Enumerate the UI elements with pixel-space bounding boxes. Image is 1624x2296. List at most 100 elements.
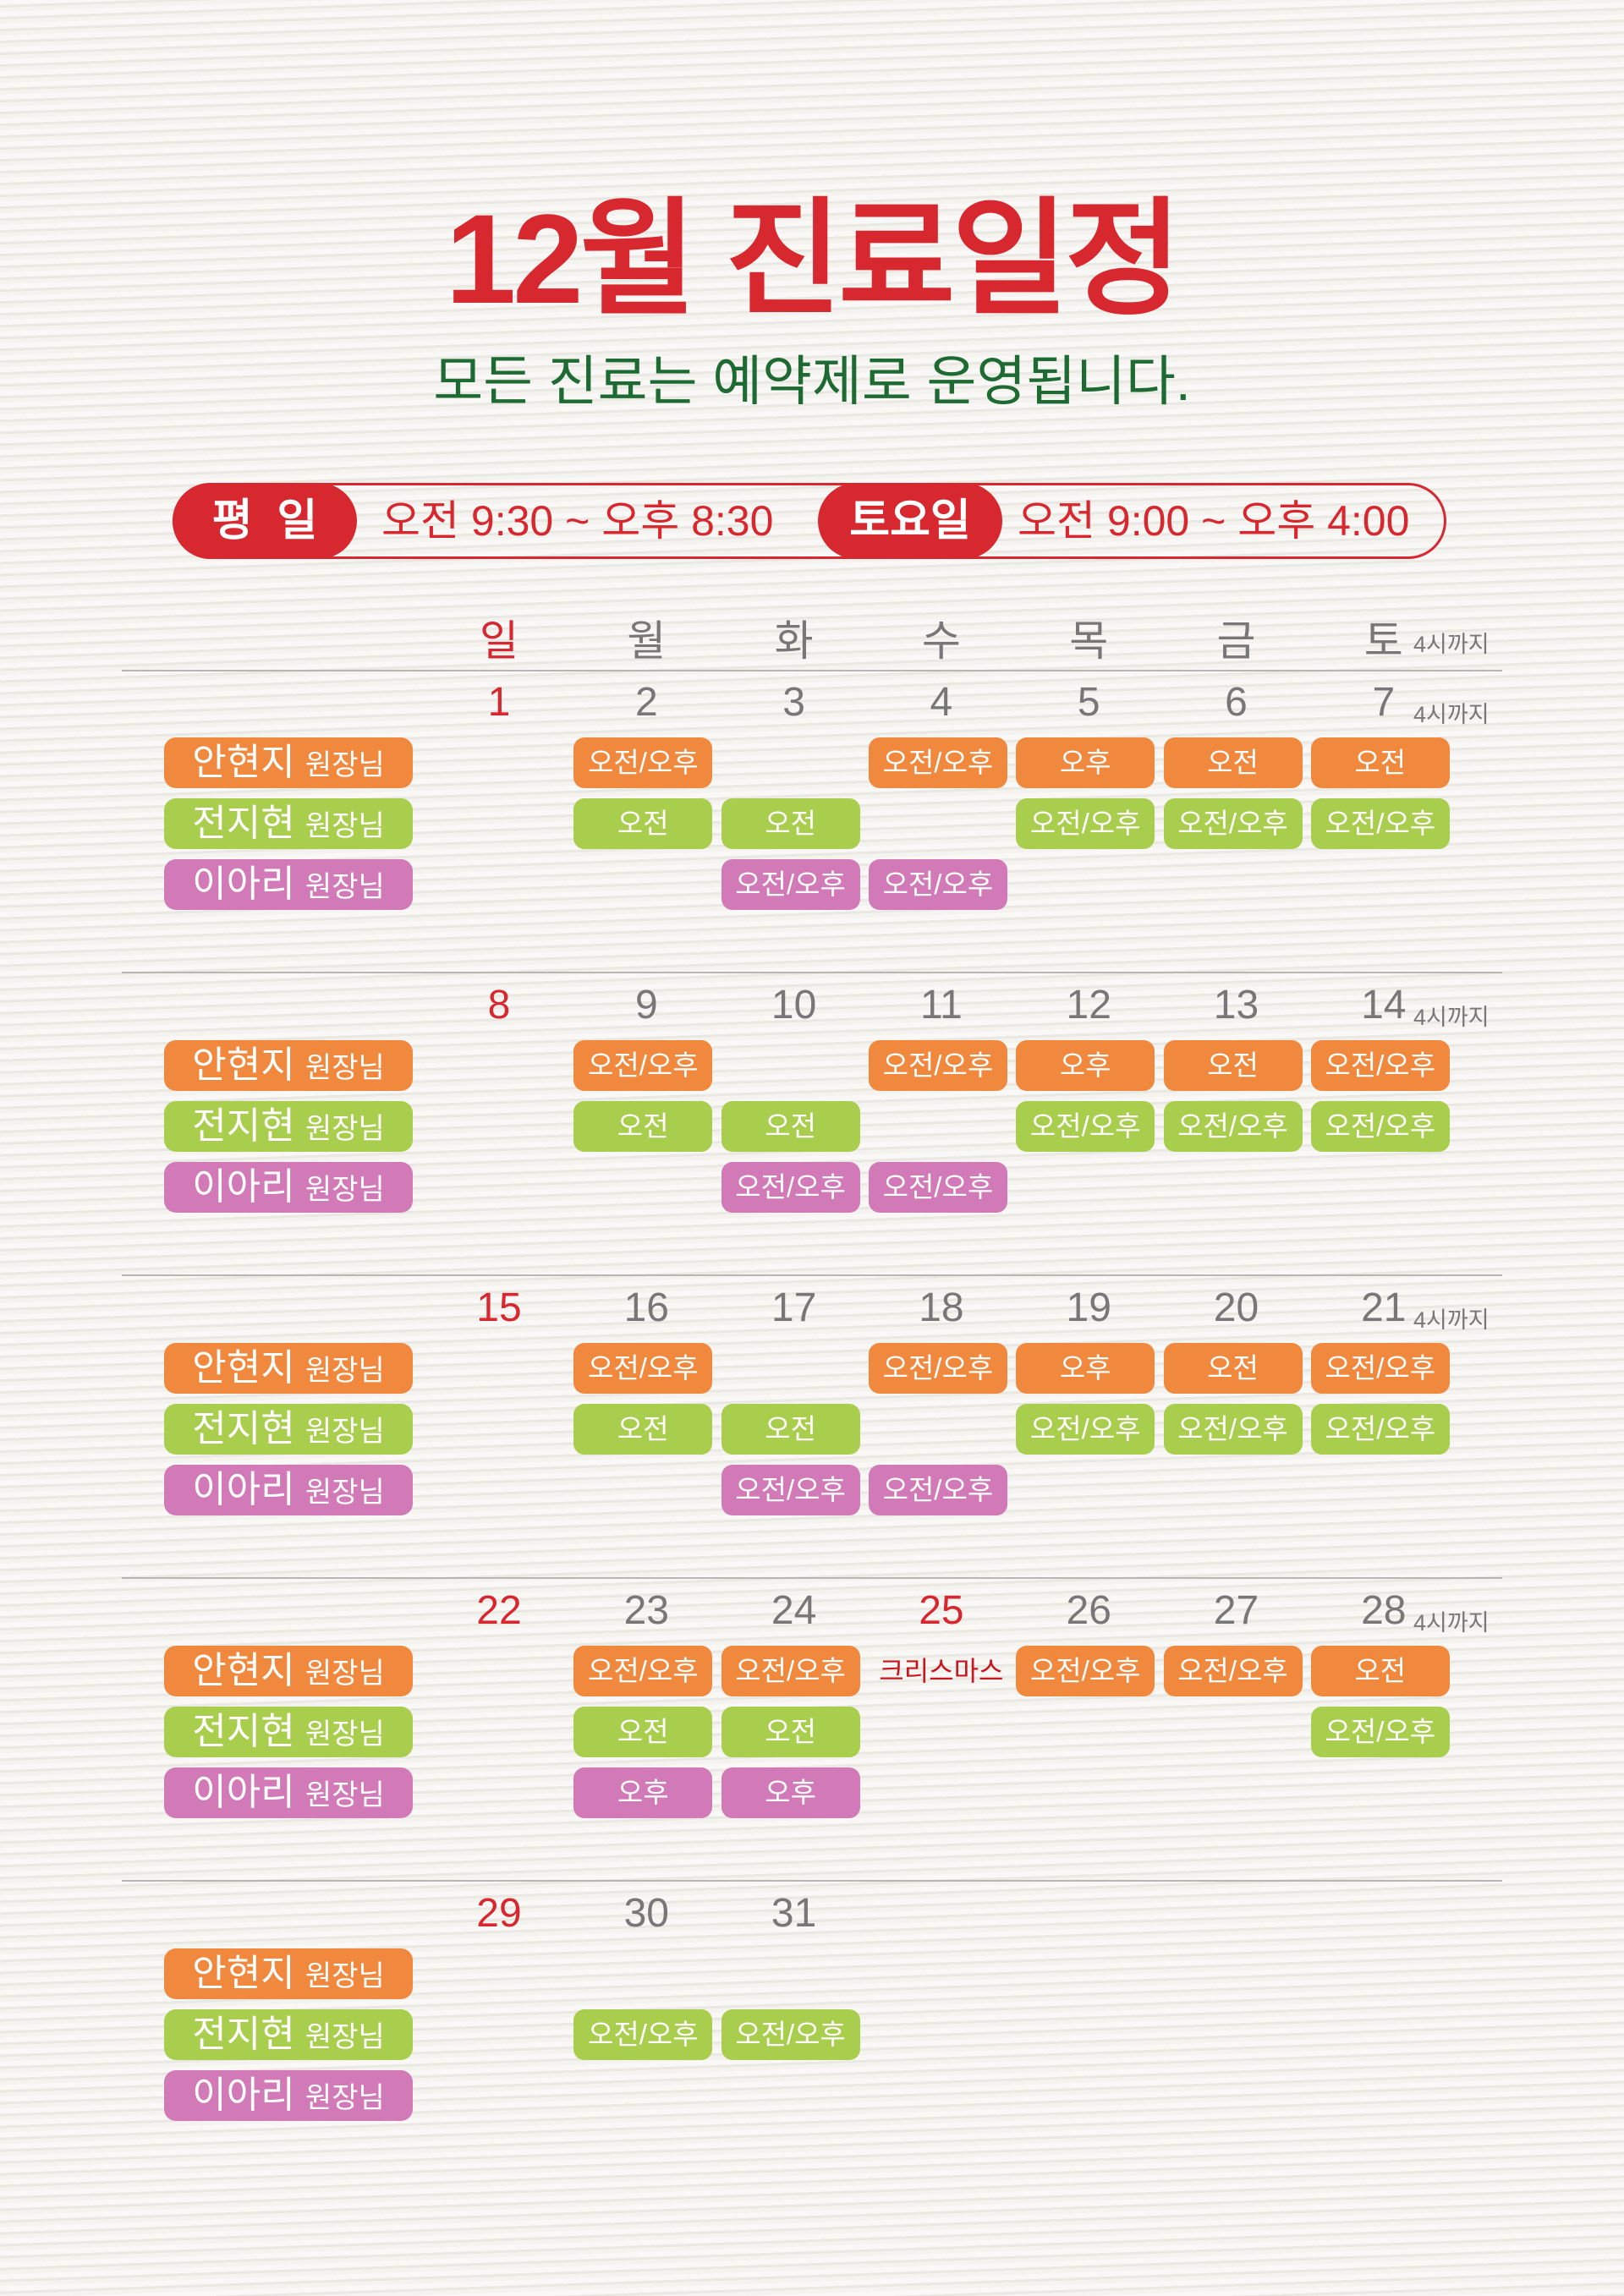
schedule-cell: 오후 xyxy=(721,1767,860,1818)
doctor-label: 이아리 원장님 xyxy=(164,1162,413,1213)
date: 29 xyxy=(476,1891,522,1936)
doctor-name: 안현지 xyxy=(192,1044,295,1086)
schedule-cell: 오후 xyxy=(573,1767,713,1818)
schedule-cell: 오전/오후 xyxy=(721,1646,860,1696)
date: 18 xyxy=(919,1285,964,1330)
schedule-cell: 오전/오후 xyxy=(868,1343,1007,1394)
doctor-name: 전지현 xyxy=(192,1105,295,1147)
date: 14 xyxy=(1361,983,1407,1027)
date: 16 xyxy=(623,1285,669,1330)
saturday-note: 4시까지 xyxy=(1413,702,1490,727)
date: 20 xyxy=(1213,1285,1259,1330)
doctor-title: 원장님 xyxy=(304,1779,385,1811)
schedule-cell: 오전/오후 xyxy=(1310,1101,1450,1152)
hours-time: 오전 9:30 ~ 오후 8:30 xyxy=(381,497,774,545)
weekday: 토 xyxy=(1363,617,1403,665)
title: 12월 진료일정 xyxy=(445,188,1182,330)
doctor-label: 전지현 원장님 xyxy=(164,1404,413,1455)
schedule-cell: 오전 xyxy=(573,1101,713,1152)
date: 15 xyxy=(476,1285,522,1330)
doctor-title: 원장님 xyxy=(304,1416,385,1448)
doctor-label: 전지현 원장님 xyxy=(164,1101,413,1152)
date: 3 xyxy=(782,680,805,725)
schedule-cell: 오전/오후 xyxy=(1310,1040,1450,1091)
date: 31 xyxy=(771,1891,817,1936)
doctor-label: 안현지 원장님 xyxy=(164,737,413,788)
date: 12 xyxy=(1066,983,1111,1027)
weekday: 일 xyxy=(480,617,518,665)
schedule-cell: 오전/오후 xyxy=(721,859,860,910)
doctor-name: 안현지 xyxy=(192,742,295,783)
doctor-name: 전지현 xyxy=(192,2014,295,2055)
schedule-cell: 오전/오후 xyxy=(1163,1646,1303,1696)
doctor-title: 원장님 xyxy=(304,1718,385,1751)
schedule-cell: 오전/오후 xyxy=(868,1162,1007,1213)
schedule-cell: 오전/오후 xyxy=(1163,1101,1303,1152)
weekday: 금 xyxy=(1216,617,1256,665)
saturday-note: 4시까지 xyxy=(1413,1610,1490,1636)
date: 28 xyxy=(1361,1588,1407,1633)
doctor-name: 전지현 xyxy=(192,1408,295,1449)
doctor-name: 이아리 xyxy=(192,2074,295,2116)
doctor-title: 원장님 xyxy=(304,810,385,842)
doctor-title: 원장님 xyxy=(304,1355,385,1387)
doctor-label: 이아리 원장님 xyxy=(164,1767,413,1818)
saturday-note: 4시까지 xyxy=(1413,1005,1490,1030)
schedule-cell: 오전/오후 xyxy=(573,737,713,788)
schedule-cell: 오전/오후 xyxy=(573,2009,713,2060)
doctor-label: 전지현 원장님 xyxy=(164,798,413,849)
date: 19 xyxy=(1066,1285,1111,1330)
schedule-cell: 오후 xyxy=(1016,1343,1155,1394)
schedule-cell: 오전/오후 xyxy=(1016,1101,1155,1152)
date: 5 xyxy=(1077,680,1100,725)
doctor-label: 안현지 원장님 xyxy=(164,1343,413,1394)
doctor-label: 전지현 원장님 xyxy=(164,1707,413,1757)
schedule-cell: 오전/오후 xyxy=(1016,1404,1155,1455)
weekday: 화 xyxy=(774,617,814,665)
doctor-title: 원장님 xyxy=(304,1960,385,1992)
date: 26 xyxy=(1066,1588,1111,1633)
saturday-note: 4시까지 xyxy=(1413,632,1490,657)
doctor-title: 원장님 xyxy=(304,1477,385,1509)
doctor-name: 이아리 xyxy=(192,1166,295,1208)
rule xyxy=(122,1274,1502,1276)
doctor-name: 이아리 xyxy=(192,1469,295,1510)
rule xyxy=(122,670,1502,671)
weekday: 수 xyxy=(921,617,961,665)
doctor-name: 안현지 xyxy=(192,1650,295,1691)
schedule-cell: 오전/오후 xyxy=(868,859,1007,910)
date: 1 xyxy=(487,680,511,725)
doctor-name: 안현지 xyxy=(192,1953,295,1994)
schedule-cell: 오전/오후 xyxy=(1310,798,1450,849)
schedule-cell: 오전 xyxy=(573,1707,713,1757)
subtitle: 모든 진료는 예약제로 운영됩니다. xyxy=(433,351,1191,412)
date: 25 xyxy=(919,1588,964,1633)
schedule-cell: 오전/오후 xyxy=(573,1343,713,1394)
schedule-cell: 오전 xyxy=(1310,737,1450,788)
date: 11 xyxy=(919,983,963,1027)
rule xyxy=(122,1880,1502,1882)
holiday-label: 크리스마스 xyxy=(879,1656,1004,1686)
schedule-cell: 오전/오후 xyxy=(1016,798,1155,849)
schedule-cell: 오후 xyxy=(1016,737,1155,788)
doctor-label: 안현지 원장님 xyxy=(164,1948,413,1999)
date: 17 xyxy=(771,1285,817,1330)
schedule-cell: 오전/오후 xyxy=(573,1646,713,1696)
doctor-name: 이아리 xyxy=(192,1772,295,1813)
doctor-label: 이아리 원장님 xyxy=(164,859,413,910)
doctor-label: 이아리 원장님 xyxy=(164,1465,413,1515)
schedule-cell: 오전/오후 xyxy=(1310,1707,1450,1757)
schedule-cell: 오전 xyxy=(721,1707,860,1757)
doctor-title: 원장님 xyxy=(304,2021,385,2053)
date: 23 xyxy=(623,1588,669,1633)
schedule-cell: 오전/오후 xyxy=(721,1465,860,1515)
schedule-cell: 오전/오후 xyxy=(721,2009,860,2060)
doctor-name: 이아리 xyxy=(192,863,295,905)
schedule-cell: 오전 xyxy=(1163,737,1303,788)
hours-bar: 평 일 오전 9:30 ~ 오후 8:30 토요일 오전 9:00 ~ 오후 4… xyxy=(173,483,1446,559)
date: 8 xyxy=(487,983,511,1027)
date: 7 xyxy=(1372,680,1396,725)
doctor-title: 원장님 xyxy=(304,1658,385,1690)
doctor-label: 전지현 원장님 xyxy=(164,2009,413,2060)
